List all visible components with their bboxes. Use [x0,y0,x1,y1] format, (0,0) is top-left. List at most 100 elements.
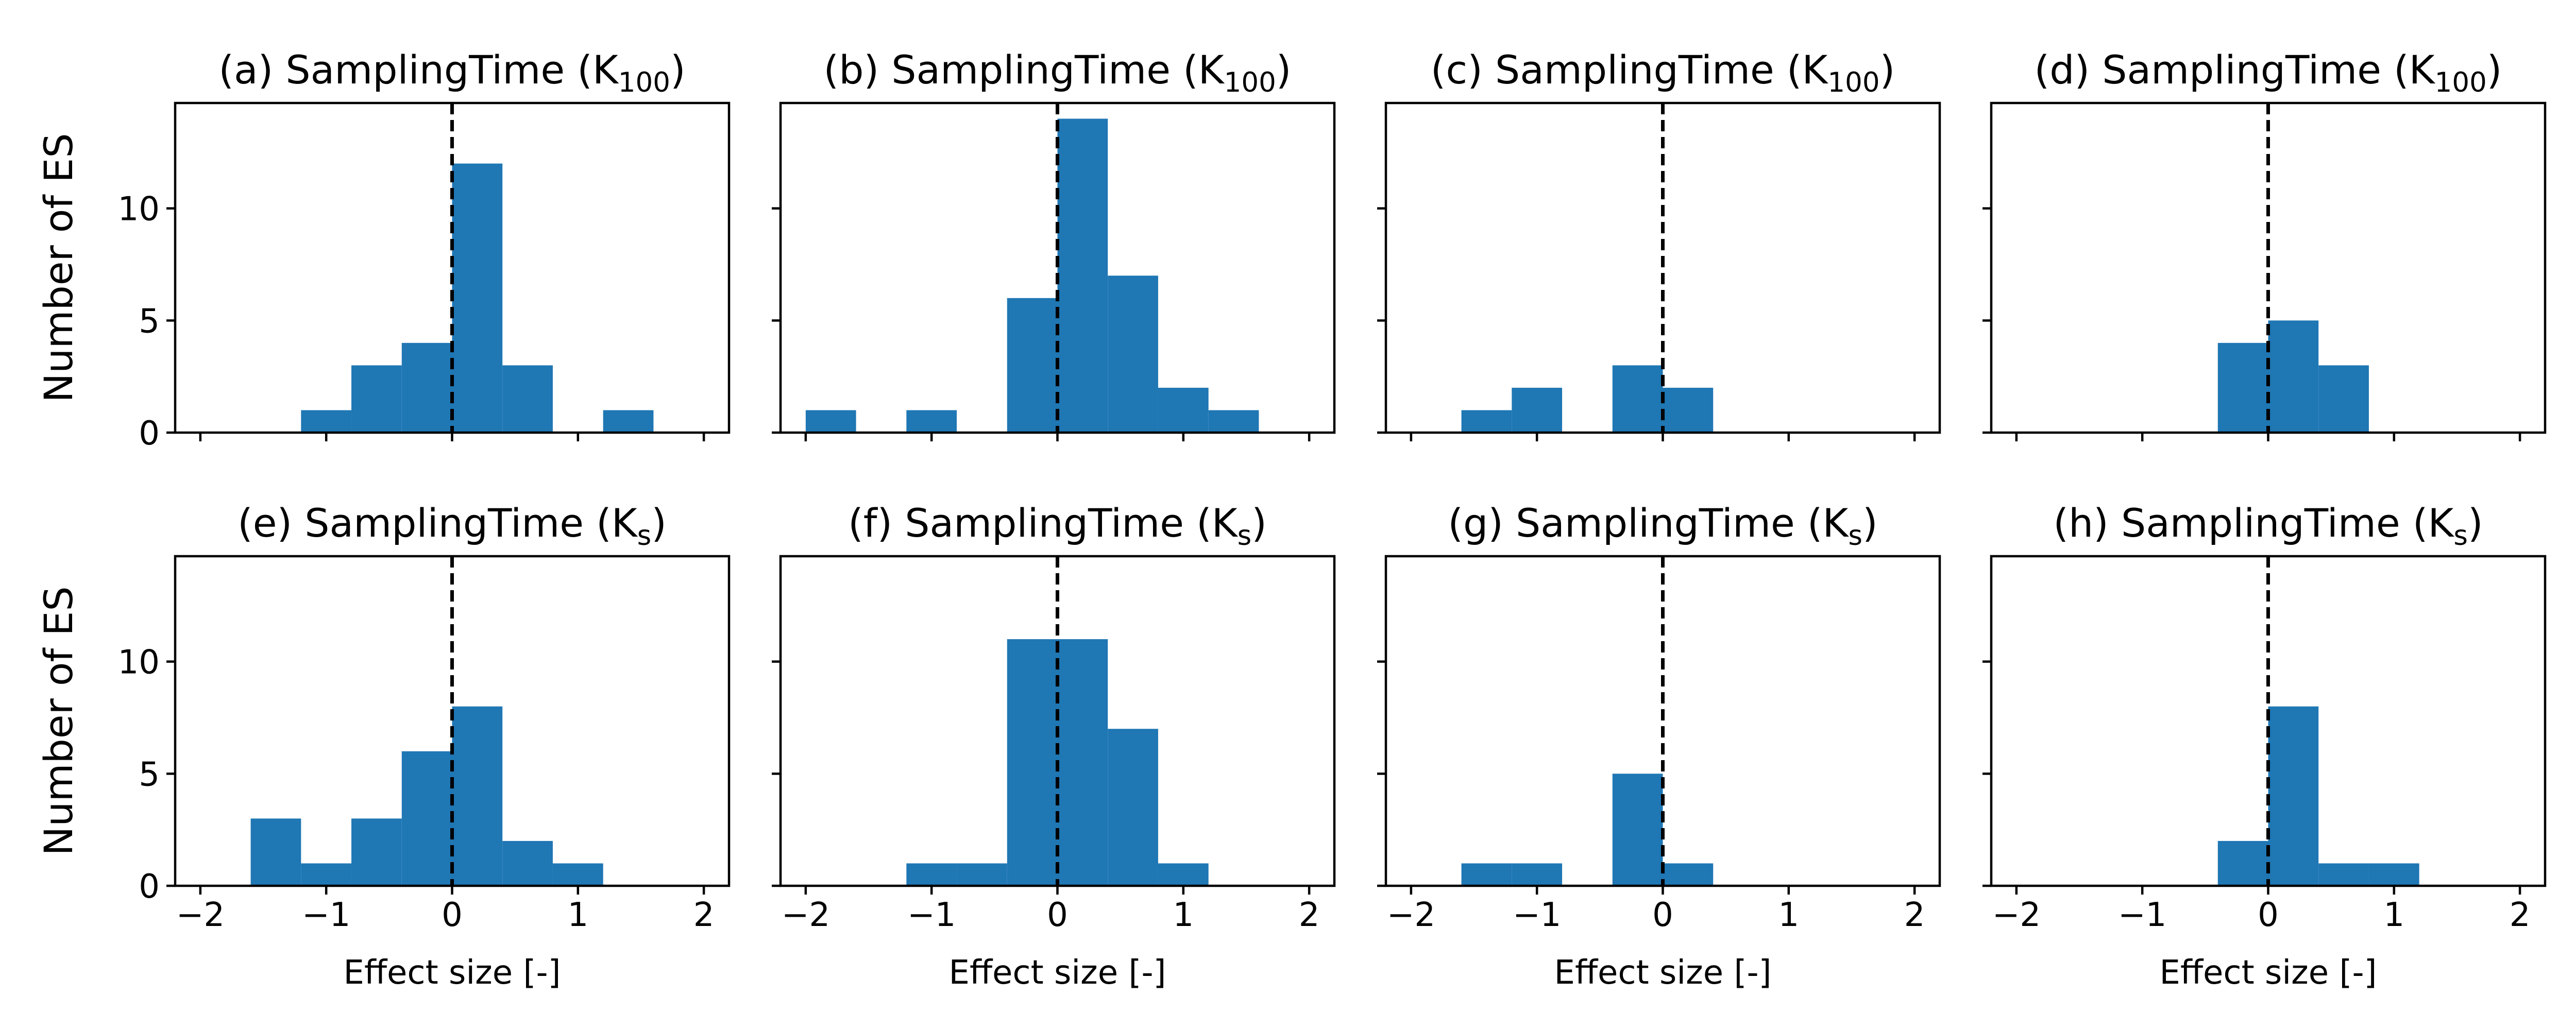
x-tick-label: −1 [302,896,350,934]
panel-title-close: ) [1862,500,1878,546]
panel-title-close: ) [1276,47,1292,93]
panel-title-close: ) [1880,47,1895,93]
panel-title-main: (d) SamplingTime (K [2035,47,2436,93]
histogram-bar [502,840,553,886]
panel-title: (h) SamplingTime (Ks) [2053,500,2483,552]
histogram-bar [452,706,503,886]
histogram-bar [1108,729,1158,886]
x-tick-label: −1 [2118,896,2166,934]
y-tick-label: 10 [118,191,160,229]
y-tick-label: 5 [139,756,160,794]
histogram-bar [351,818,402,886]
x-tick-label: 0 [1652,896,1673,934]
panel-title: (e) SamplingTime (Ks) [238,500,667,552]
histogram-bar [301,863,352,886]
x-tick-label: −2 [782,896,830,934]
x-tick-label: 0 [1047,896,1068,934]
x-tick-label: −2 [1992,896,2041,934]
histogram-bar [906,863,957,886]
x-tick-label: 1 [1173,896,1194,934]
x-tick-label: 0 [2258,896,2279,934]
histogram-bar [1461,410,1512,433]
panel-title-main: (g) SamplingTime (K [1448,500,1849,546]
panel-title-subscript: 100 [2435,67,2487,98]
x-tick-label: −1 [1513,896,1561,934]
x-tick-label: 1 [2383,896,2404,934]
y-tick-label: 5 [139,302,160,340]
panel-title: (c) SamplingTime (K100) [1431,47,1895,98]
panel-b: (b) SamplingTime (K100) [772,47,1336,441]
panel-e: −2 −1 0 1 2 0 5 10 (e) SamplingTime (Ks) Number o… [36,500,731,992]
panel-title-close: ) [670,47,686,93]
histogram-bar [552,863,603,886]
histogram-bar [1512,863,1563,886]
y-tick-label: 0 [139,868,160,906]
x-tick-label: 1 [567,896,588,934]
histogram-bar [1007,639,1058,886]
histogram-bar [2318,863,2369,886]
histogram-bar [603,410,654,433]
histogram-bar [957,863,1007,886]
x-tick-label: −2 [1387,896,1435,934]
x-tick-label: 0 [442,896,463,934]
x-tick-label: 2 [693,896,715,934]
histogram-bar [1663,863,1714,886]
histogram-bar [1007,298,1058,433]
x-tick-label: 2 [1299,896,1320,934]
x-axis-label: Effect size [-] [2160,954,2377,992]
histogram-bar [401,751,452,886]
panel-g: −2 −1 0 1 2 (g) SamplingTime (Ks) Effect size … [1377,500,1941,992]
x-axis-label: Effect size [-] [344,954,561,992]
panel-title: (a) SamplingTime (K100) [218,47,685,98]
histogram-bar [1612,365,1663,433]
panel-title-subscript: s [1238,520,1252,552]
panel-h: −2 −1 0 1 2 (h) SamplingTime (Ks) Effect size … [1982,500,2547,992]
histogram-bar [2217,342,2268,433]
panel-title: (f) SamplingTime (Ks) [848,500,1267,552]
histogram-bar [250,818,301,886]
histogram-bar [2318,365,2369,433]
x-axis-label: Effect size [-] [1554,954,1772,992]
y-axis-label: Number of ES [36,586,81,855]
panel-title-main: (a) SamplingTime (K [218,47,619,93]
histogram-bar [2268,320,2319,433]
panel-title-main: (b) SamplingTime (K [824,47,1225,93]
panel-d: (d) SamplingTime (K100) [1982,47,2547,441]
histogram-bar [1663,387,1714,433]
x-tick-label: 1 [1778,896,1799,934]
panel-title-main: (e) SamplingTime (K [238,500,638,546]
histogram-bar [2368,863,2419,886]
panel-title-subscript: s [1848,520,1862,552]
histogram-bar [502,365,553,433]
histogram-bar [1512,387,1563,433]
x-tick-label: −2 [176,896,225,934]
histogram-bar [401,342,452,433]
histogram-bar [1158,387,1209,433]
panel-title-main: (c) SamplingTime (K [1431,47,1829,93]
x-tick-label: 2 [1904,896,1925,934]
x-tick-label: −1 [907,896,956,934]
histogram-bar [2268,706,2319,886]
histogram-bar [1612,774,1663,886]
panel-title-subscript: s [637,520,652,552]
histogram-bar [1057,118,1108,433]
histogram-bar [1057,639,1108,886]
histogram-bar [452,163,503,433]
panel-title-close: ) [1251,500,1267,546]
panel-title-close: ) [2468,500,2483,546]
x-axis-label: Effect size [-] [949,954,1166,992]
histogram-bar [1158,863,1209,886]
x-tick-label: 2 [2510,896,2531,934]
panel-title-subscript: 100 [1224,67,1276,98]
panel-c: (c) SamplingTime (K100) [1377,47,1941,441]
histogram-bar [301,410,352,433]
panel-title: (d) SamplingTime (K100) [2035,47,2502,98]
histogram-bar [1461,863,1512,886]
y-axis-label: Number of ES [36,133,81,402]
panel-title-main: (f) SamplingTime (K [848,500,1239,546]
histogram-bar [805,410,856,433]
panel-title-main: (h) SamplingTime (K [2053,500,2454,546]
histogram-bar [1108,276,1158,433]
panel-f: −2 −1 0 1 2 (f) SamplingTime (Ks) Effect size … [772,500,1336,992]
